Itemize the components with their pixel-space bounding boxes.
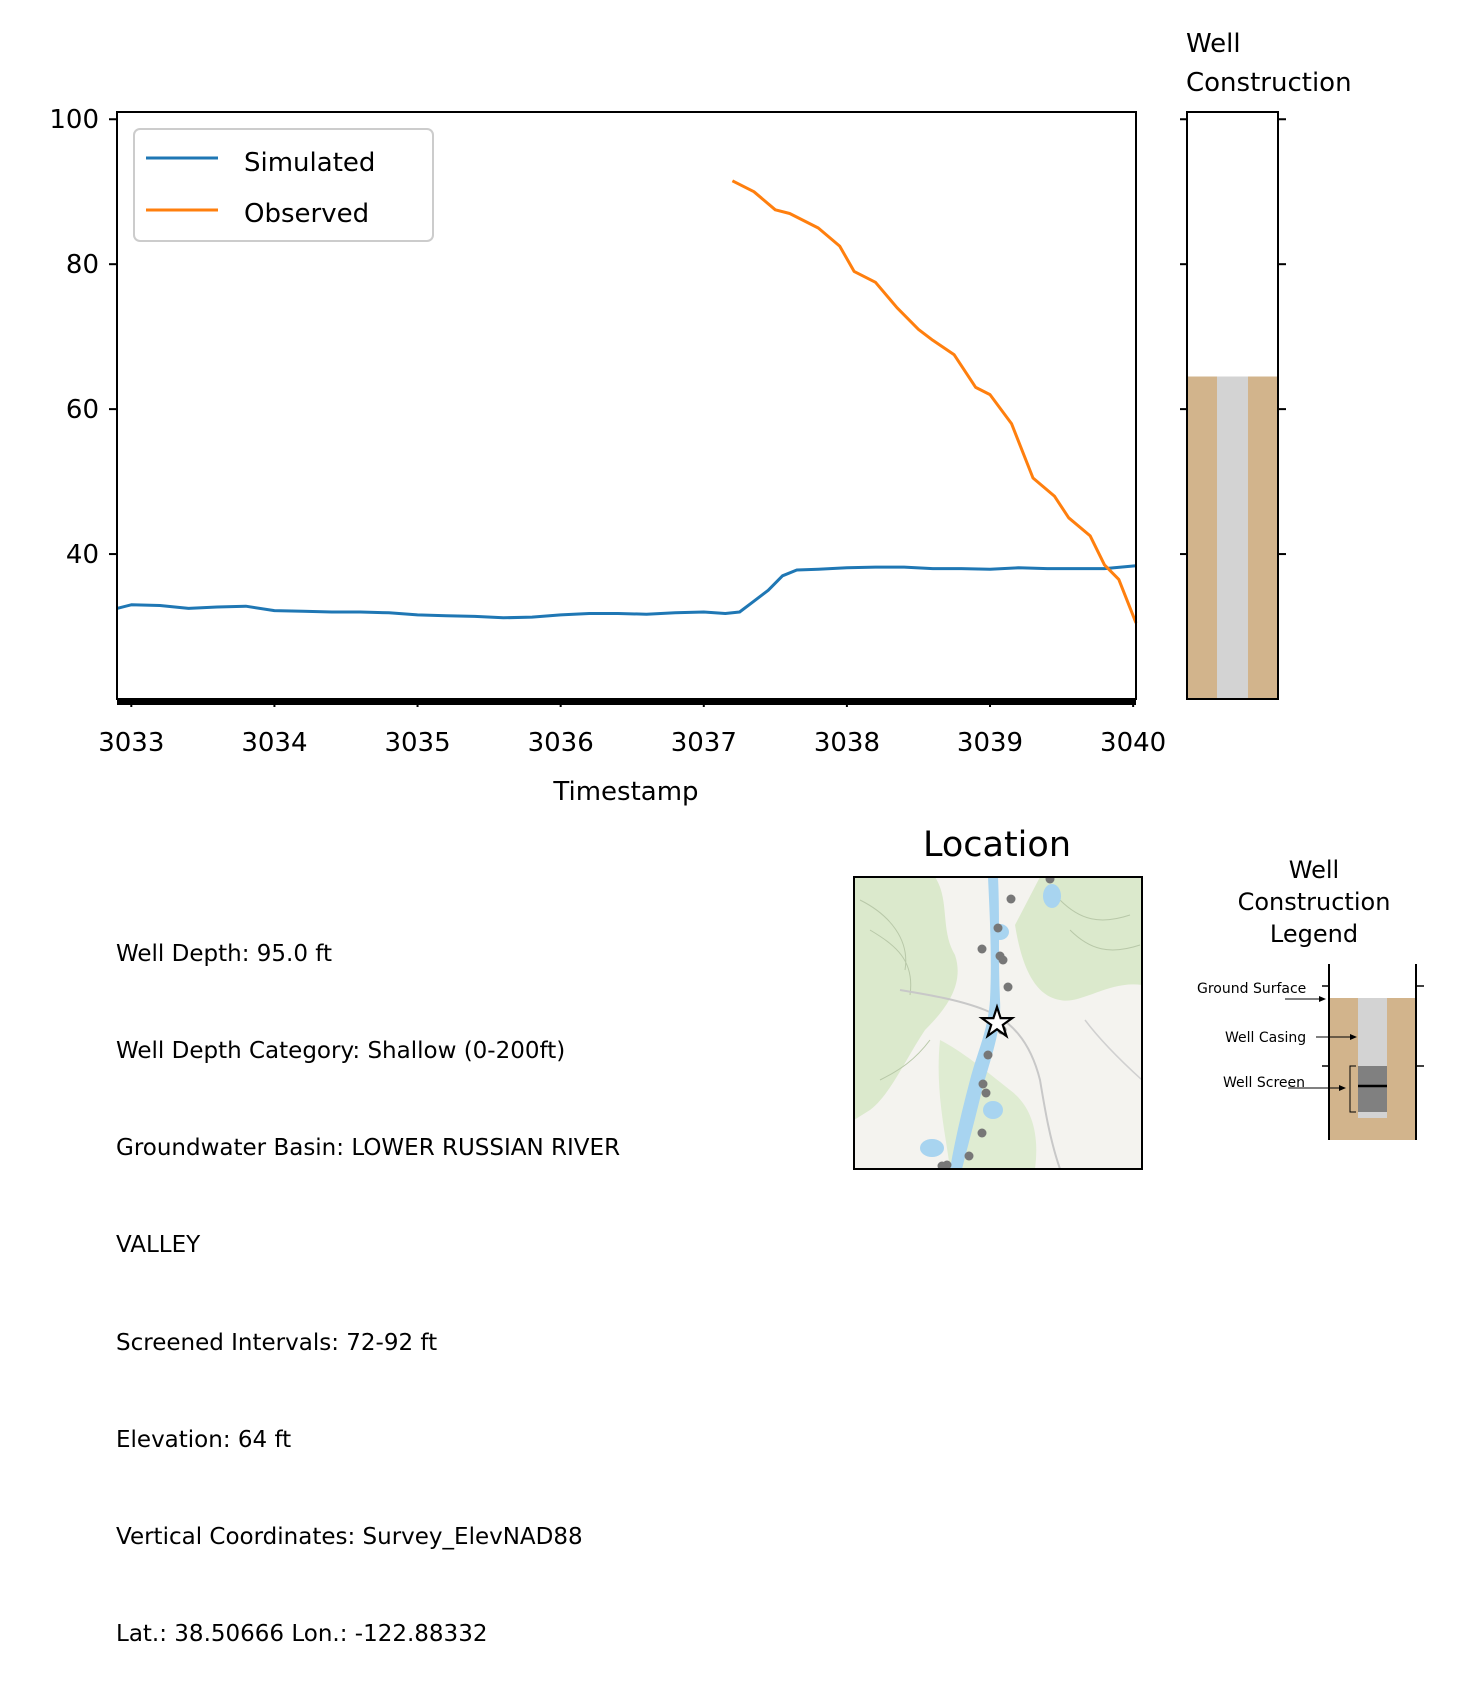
nearby-well-point xyxy=(1003,982,1013,992)
well-info-line: Well Depth: 95.0 ft xyxy=(116,940,332,967)
arrow-head-icon xyxy=(1319,996,1326,1002)
map-frame xyxy=(853,876,1143,1170)
legend-panel-title-line-1: Well xyxy=(1289,856,1339,884)
nearby-wells xyxy=(937,877,1055,1169)
road-line xyxy=(899,989,1061,1169)
x-axis-label: Timestamp xyxy=(552,777,698,807)
pond-2 xyxy=(983,1101,1003,1119)
well-construction-legend: Well Construction Legend Ground Surface … xyxy=(1197,856,1424,1140)
arrow-head-icon xyxy=(1339,1085,1346,1091)
well-info-line: Screened Intervals: 72-92 ft xyxy=(116,1329,438,1356)
x-tick-label: 3035 xyxy=(384,728,450,758)
well-location-star-icon xyxy=(978,1003,1016,1039)
well-info-panel: Well Depth: 95.0 ft Well Depth Category:… xyxy=(116,873,620,1683)
series-line-observed xyxy=(731,179,1138,624)
well-info-line: Elevation: 64 ft xyxy=(116,1426,292,1453)
vegetation-area-east xyxy=(1015,877,1142,1001)
nearby-well-point xyxy=(964,1151,974,1161)
dense-x-minor-ticks xyxy=(117,699,1136,705)
arrow-head-icon xyxy=(1350,1034,1357,1040)
x-tick-label: 3039 xyxy=(957,728,1023,758)
y-tick-label: 60 xyxy=(66,395,99,425)
x-tick-label: 3037 xyxy=(671,728,737,758)
well-info-line: Vertical Coordinates: Survey_ElevNAD88 xyxy=(116,1524,583,1551)
well-info-line: VALLEY xyxy=(116,1232,201,1259)
nearby-well-point xyxy=(1045,877,1055,884)
legend-label-simulated: Simulated xyxy=(244,148,375,178)
x-tick-label: 3038 xyxy=(814,728,880,758)
legend-screen-base xyxy=(1358,1112,1387,1118)
x-axis-ticks: 3033 3034 3035 3036 3037 3038 3039 3040 xyxy=(98,699,1166,758)
legend-screen xyxy=(1358,1066,1387,1112)
legend-casing xyxy=(1358,998,1387,1066)
contour-lines xyxy=(859,899,1141,1081)
x-tick-label: 3034 xyxy=(241,728,307,758)
legend-ground-surface-label: Ground Surface xyxy=(1197,981,1306,997)
nearby-well-point xyxy=(993,923,1003,933)
pond-4 xyxy=(1043,884,1061,908)
nearby-well-point xyxy=(978,1079,988,1089)
well-info-line: Groundwater Basin: LOWER RUSSIAN RIVER xyxy=(116,1135,621,1162)
legend-panel-title-line-3: Legend xyxy=(1270,920,1358,948)
nearby-well-point xyxy=(981,1088,991,1098)
well-info-line: Lat.: 38.50666 Lon.: -122.88332 xyxy=(116,1621,488,1648)
nearby-well-point xyxy=(977,944,987,954)
x-tick-label: 3040 xyxy=(1100,728,1166,758)
legend-label-observed: Observed xyxy=(244,199,369,229)
y-tick-label: 100 xyxy=(49,105,99,135)
groundwater-level-chart: 3033 3034 3035 3036 3037 3038 3039 3040 40 60 80 1… xyxy=(49,105,1166,807)
pond-3 xyxy=(920,1139,944,1157)
nearby-well-point xyxy=(977,1128,987,1138)
vegetation-area-west xyxy=(854,877,958,1120)
well-construction-column: Well Construction xyxy=(1180,29,1352,700)
legend-screen-bracket xyxy=(1349,1065,1356,1113)
map-title: Location xyxy=(923,825,1071,865)
y-tick-label: 40 xyxy=(66,540,99,570)
location-map: Location xyxy=(853,825,1143,1170)
well-info-line: Well Depth Category: Shallow (0-200ft) xyxy=(116,1038,566,1065)
y-axis-ticks: 40 60 80 100 xyxy=(49,105,117,570)
nearby-well-point xyxy=(1006,894,1016,904)
figure-canvas: 3033 3034 3035 3036 3037 3038 3039 3040 40 60 80 1… xyxy=(49,29,1424,1170)
road-line-2 xyxy=(1084,1019,1142,1081)
y-tick-label: 80 xyxy=(66,250,99,280)
legend-panel-title-line-2: Construction xyxy=(1238,888,1391,916)
legend: Simulated Observed xyxy=(133,128,434,242)
well-column-ticks xyxy=(1180,118,1286,556)
well-construction-title-line-2: Construction xyxy=(1186,68,1352,98)
nearby-well-point xyxy=(983,1050,993,1060)
x-tick-label: 3036 xyxy=(528,728,594,758)
nearby-well-point xyxy=(998,955,1008,965)
well-column-frame xyxy=(1186,111,1279,700)
well-casing-fill xyxy=(1217,376,1248,699)
legend-well-screen-label: Well Screen xyxy=(1223,1075,1305,1091)
legend-well-casing-label: Well Casing xyxy=(1225,1030,1306,1046)
series-layer xyxy=(116,179,1138,624)
x-tick-label: 3033 xyxy=(98,728,164,758)
series-line-simulated xyxy=(116,564,1137,620)
nearby-well-point xyxy=(937,1161,947,1169)
well-construction-title-line-1: Well xyxy=(1186,29,1241,59)
